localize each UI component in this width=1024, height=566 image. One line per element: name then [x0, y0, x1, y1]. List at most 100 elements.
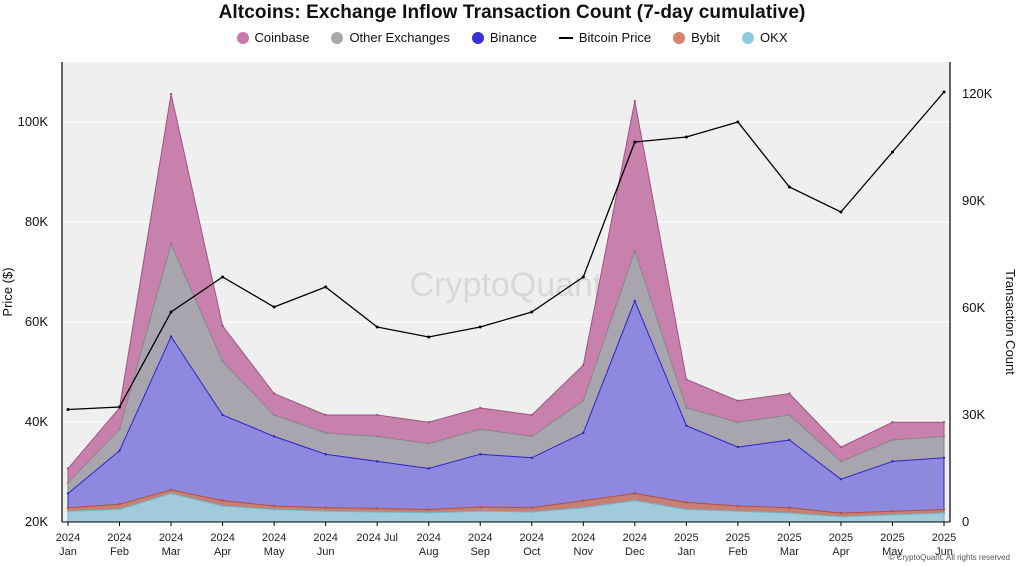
legend-swatch-bybit: [673, 31, 686, 44]
data-point-okx: [118, 508, 121, 511]
data-point-other-exchanges: [66, 481, 70, 484]
x-tick-month: Nov: [574, 546, 594, 558]
bitcoin-price-point: [169, 310, 173, 314]
data-point-other-exchanges: [942, 435, 946, 438]
data-point-coinbase: [221, 324, 224, 328]
data-point-other-exchanges: [324, 431, 327, 435]
x-tick-year: 2024: [468, 532, 492, 544]
bitcoin-price-point: [66, 408, 70, 411]
bitcoin-price-point: [890, 150, 894, 154]
data-point-binance: [839, 478, 843, 481]
data-point-binance: [66, 492, 70, 495]
data-point-bybit: [221, 499, 224, 502]
x-tick-month: Feb: [110, 546, 129, 558]
left-tick-label: 20K: [25, 514, 48, 529]
x-tick-year: 2025: [880, 532, 904, 544]
bitcoin-price-point: [324, 285, 328, 289]
data-point-binance: [118, 449, 121, 452]
data-point-coinbase: [272, 392, 276, 395]
data-point-bybit: [479, 505, 482, 509]
x-tick-year: 2025: [932, 532, 956, 544]
data-point-coinbase: [942, 420, 946, 424]
data-point-bybit: [169, 488, 173, 492]
data-point-binance: [324, 453, 327, 456]
left-axis-title: Price ($): [0, 267, 15, 316]
bitcoin-price-point: [633, 140, 637, 144]
data-point-binance: [272, 435, 276, 438]
data-point-other-exchanges: [685, 406, 688, 410]
data-point-okx: [788, 511, 791, 515]
data-point-bybit: [788, 506, 791, 509]
x-tick-month: Jan: [677, 546, 695, 558]
data-point-other-exchanges: [272, 413, 276, 417]
chart-title: Altcoins: Exchange Inflow Transaction Co…: [218, 2, 806, 23]
x-tick-year: 2024: [520, 532, 544, 544]
x-tick-month: Dec: [625, 546, 645, 558]
legend-swatch-coinbase: [236, 31, 249, 44]
x-tick-year: 2025: [726, 532, 750, 544]
bitcoin-price-point: [375, 325, 379, 329]
legend-item-bybit[interactable]: Bybit: [673, 30, 720, 45]
data-point-bybit: [530, 506, 533, 509]
bitcoin-price-line: [67, 91, 945, 411]
x-tick-month: Mar: [780, 546, 799, 558]
data-point-bybit: [633, 492, 637, 495]
x-tick-year: 2024: [313, 532, 337, 544]
x-tick-year: 2024: [159, 532, 183, 544]
data-point-bybit: [685, 501, 688, 504]
legend-swatch-other-exchanges: [331, 31, 344, 44]
data-point-other-exchanges: [375, 435, 379, 438]
legend-swatch-okx: [742, 31, 755, 44]
data-point-other-exchanges: [839, 460, 843, 463]
x-tick-month: Jan: [59, 546, 77, 558]
data-point-binance: [942, 456, 946, 460]
right-tick-label: 30K: [962, 407, 985, 422]
legend-item-bitcoin-price[interactable]: Bitcoin Price: [558, 30, 651, 45]
x-tick-month: May: [882, 546, 903, 558]
data-point-other-exchanges: [530, 435, 533, 438]
legend-item-other-exchanges[interactable]: Other Exchanges: [331, 30, 450, 45]
data-point-okx: [221, 504, 224, 508]
x-tick-month: Apr: [214, 546, 231, 558]
x-tick-month: Feb: [728, 546, 747, 558]
data-point-binance: [891, 460, 894, 463]
left-tick-label: 100K: [18, 114, 49, 129]
data-point-other-exchanges: [479, 428, 482, 431]
right-tick-label: 60K: [962, 300, 985, 315]
x-tick-year: 2024 Jul: [356, 532, 398, 544]
data-point-bybit: [582, 499, 585, 502]
bitcoin-price-point: [478, 325, 482, 329]
data-point-binance: [221, 413, 224, 417]
data-point-other-exchanges: [891, 438, 894, 442]
legend-item-okx[interactable]: OKX: [742, 30, 788, 45]
data-point-okx: [272, 508, 276, 511]
left-tick-label: 80K: [25, 214, 48, 229]
legend-swatch-bitcoin-price: [558, 36, 573, 39]
legend-item-coinbase[interactable]: Coinbase: [236, 30, 309, 45]
data-point-coinbase: [375, 413, 379, 417]
bitcoin-price-point: [427, 335, 431, 339]
data-point-bybit: [839, 511, 843, 515]
left-tick-label: 60K: [25, 314, 48, 329]
bitcoin-price-point: [839, 210, 843, 214]
data-point-okx: [685, 508, 688, 511]
data-point-other-exchanges: [427, 442, 430, 445]
data-point-okx: [942, 511, 946, 515]
bitcoin-price-point: [118, 405, 122, 409]
legend-item-binance[interactable]: Binance: [471, 30, 537, 45]
data-point-okx: [479, 510, 482, 513]
data-point-binance: [736, 445, 740, 449]
data-point-okx: [66, 510, 70, 513]
data-point-okx: [169, 492, 173, 495]
data-point-bybit: [324, 506, 327, 509]
data-point-bybit: [66, 506, 70, 509]
data-point-other-exchanges: [788, 413, 791, 417]
data-point-binance: [479, 453, 482, 456]
x-tick-month: Mar: [162, 546, 181, 558]
copyright-footer: © CryptoQuant. All rights reserved: [888, 553, 1011, 562]
x-tick-month: Apr: [832, 546, 849, 558]
x-tick-year: 2024: [56, 532, 80, 544]
data-point-binance: [582, 431, 585, 435]
bitcoin-price-point: [942, 90, 946, 94]
